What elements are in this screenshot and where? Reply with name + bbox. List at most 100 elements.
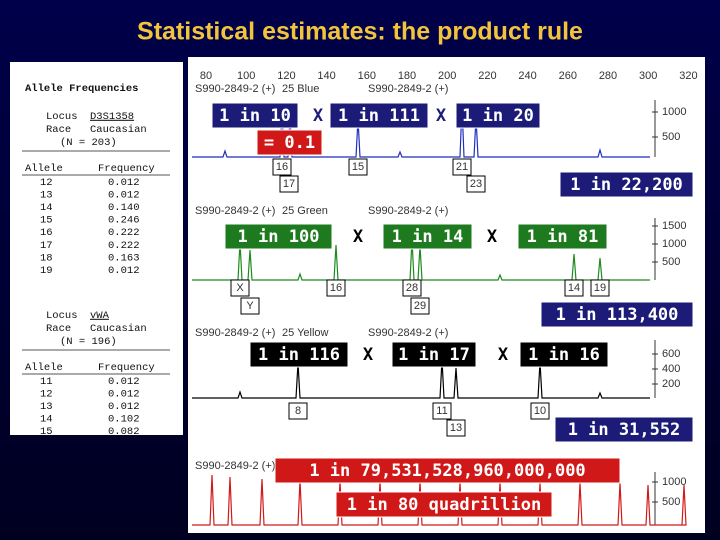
estimate: = 0.1 bbox=[264, 133, 315, 153]
peak-label: 23 bbox=[470, 178, 482, 190]
y-tick-label: 200 bbox=[662, 378, 680, 390]
size-tick-label: 320 bbox=[679, 70, 697, 82]
peak-label-box bbox=[402, 279, 422, 297]
y-tick-label: 500 bbox=[662, 256, 680, 268]
estimate-box bbox=[335, 491, 553, 518]
peak-label-box bbox=[466, 175, 486, 193]
frequency: 0.012 bbox=[108, 265, 140, 277]
frequency: 0.082 bbox=[108, 426, 140, 438]
peak-label: 14 bbox=[568, 282, 580, 294]
frequency: 0.012 bbox=[108, 376, 140, 388]
peak-label-box bbox=[590, 279, 610, 297]
allele: 19 bbox=[40, 265, 53, 277]
peak-label: 13 bbox=[450, 422, 462, 434]
times-sign: X bbox=[353, 227, 364, 247]
peak-label-box bbox=[326, 279, 346, 297]
size-tick-label: 220 bbox=[478, 70, 496, 82]
locus-label: Locus bbox=[46, 310, 78, 322]
peak-label: 17 bbox=[283, 178, 295, 190]
peak-label-box bbox=[348, 158, 368, 176]
electropherogram: 80 100 120 140 160 180 200 220 240 260 280 300 320 S9… bbox=[188, 57, 705, 533]
allele: 14 bbox=[40, 202, 53, 214]
estimate-box bbox=[256, 129, 323, 156]
panel-label: S990-2849-2 (+) bbox=[368, 205, 448, 217]
estimate-box bbox=[274, 457, 621, 484]
estimate-box bbox=[540, 301, 694, 328]
estimate: 1 in 81 bbox=[527, 227, 599, 247]
peak-label-box bbox=[288, 402, 308, 420]
estimate: 1 in 17 bbox=[398, 345, 470, 365]
locus: D3S1358 bbox=[90, 111, 134, 123]
allele: 15 bbox=[40, 215, 53, 227]
peak-label-box bbox=[410, 297, 430, 315]
frequency: 0.246 bbox=[108, 215, 140, 227]
trace bbox=[192, 359, 650, 399]
estimate-box bbox=[559, 171, 694, 198]
race: Caucasian bbox=[90, 124, 147, 136]
estimate: 1 in 100 bbox=[238, 227, 320, 247]
times-sign: X bbox=[363, 345, 374, 365]
panel-label: 25 Yellow bbox=[282, 327, 329, 339]
estimate-box bbox=[329, 102, 429, 129]
y-tick-label: 600 bbox=[662, 348, 680, 360]
table-heading: Allele Frequencies bbox=[25, 83, 138, 95]
panel-bg bbox=[10, 62, 183, 435]
frequency: 0.012 bbox=[108, 177, 140, 189]
allele: 15 bbox=[40, 426, 53, 438]
peak-label: 19 bbox=[594, 282, 606, 294]
size-tick-label: 300 bbox=[639, 70, 657, 82]
allele: 14 bbox=[40, 414, 53, 426]
peak-label: 10 bbox=[534, 405, 546, 417]
peak-label: 16 bbox=[276, 161, 288, 173]
peak-label-box bbox=[240, 297, 260, 315]
estimate: 1 in 79,531,528,960,000,000 bbox=[309, 461, 585, 481]
column-header: Frequency bbox=[98, 163, 155, 175]
peak-label-box bbox=[272, 158, 292, 176]
frequency: 0.012 bbox=[108, 189, 140, 201]
peak-label: X bbox=[236, 282, 244, 294]
y-tick-label: 1500 bbox=[662, 220, 686, 232]
allele: 12 bbox=[40, 388, 53, 400]
peak-label: 15 bbox=[352, 161, 364, 173]
estimate: 1 in 31,552 bbox=[568, 420, 681, 440]
estimates: 1 in 10 X 1 in 111 X 1 in 20 = 0.1 1 in 22,200… bbox=[211, 102, 694, 518]
panel-label: 25 Green bbox=[282, 205, 328, 217]
peak-label-box bbox=[432, 402, 452, 420]
frequency: 0.222 bbox=[108, 240, 140, 252]
peak-label: 21 bbox=[456, 161, 468, 173]
locus-label: Locus bbox=[46, 111, 78, 123]
estimate-box bbox=[224, 223, 333, 250]
estimate-box bbox=[517, 223, 608, 250]
y-tick-label: 1000 bbox=[662, 238, 686, 250]
peak-label: 11 bbox=[436, 405, 447, 417]
y-tick-label: 400 bbox=[662, 363, 680, 375]
size-tick-label: 280 bbox=[599, 70, 617, 82]
estimate: 1 in 116 bbox=[258, 345, 340, 365]
column-header: Frequency bbox=[98, 362, 155, 374]
peak-label-box bbox=[446, 419, 466, 437]
estimate-box bbox=[211, 102, 299, 129]
size-tick-label: 260 bbox=[559, 70, 577, 82]
times-sign: X bbox=[313, 106, 324, 126]
allele: 12 bbox=[40, 177, 53, 189]
panel-label: S990-2849-2 (+) bbox=[195, 205, 275, 217]
peak-label-box bbox=[530, 402, 550, 420]
panel-label: S990-2849-2 (+) bbox=[195, 327, 275, 339]
estimate-box bbox=[554, 416, 694, 443]
y-tick-label: 500 bbox=[662, 131, 680, 143]
peak-label: Y bbox=[246, 300, 254, 312]
peak-label-box bbox=[564, 279, 584, 297]
race-label: Race bbox=[46, 124, 71, 136]
column-header: Allele bbox=[25, 163, 63, 175]
estimate: 1 in 20 bbox=[462, 106, 534, 126]
peak-label: 16 bbox=[330, 282, 342, 294]
allele: 18 bbox=[40, 252, 53, 264]
estimate-box bbox=[519, 341, 609, 368]
slide-title: Statistical estimates: the product rule bbox=[137, 18, 583, 46]
estimate-box bbox=[455, 102, 541, 129]
estimate: 1 in 10 bbox=[219, 106, 291, 126]
allele: 13 bbox=[40, 401, 53, 413]
size-tick-label: 200 bbox=[438, 70, 456, 82]
size-tick-label: 180 bbox=[398, 70, 416, 82]
